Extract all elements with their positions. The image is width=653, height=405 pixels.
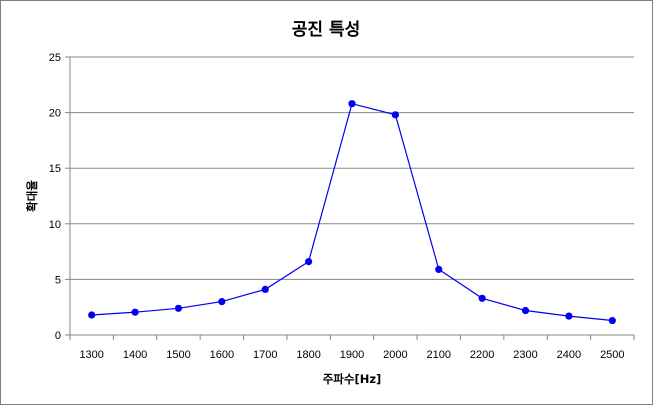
- grid-layer: [70, 56, 634, 280]
- data-point: [608, 316, 616, 325]
- x-tick-label: 1600: [210, 349, 234, 361]
- x-tick-label: 2200: [470, 349, 494, 361]
- x-tick-labels: 1300 1400 1500 1600 1700 1800 1900 2000 2100 2200…: [79, 349, 624, 361]
- series-layer: [88, 100, 616, 325]
- data-point: [391, 111, 399, 119]
- x-tick-label: 1900: [340, 349, 364, 361]
- x-tick-label: 2100: [427, 349, 451, 361]
- y-tick-label: 20: [49, 108, 61, 120]
- data-point: [88, 311, 96, 319]
- axis-layer: [65, 56, 635, 340]
- x-axis-label: 주파수[Hz]: [323, 372, 382, 386]
- x-tick-label: 1500: [166, 349, 190, 361]
- y-tick-label: 10: [49, 219, 61, 231]
- x-tick-label: 1400: [123, 349, 147, 361]
- data-point: [131, 308, 139, 316]
- data-point: [174, 304, 183, 312]
- y-tick-label: 15: [49, 163, 61, 175]
- data-point: [348, 100, 356, 108]
- x-tick-label: 1800: [296, 349, 320, 361]
- data-point: [521, 306, 530, 315]
- data-point: [435, 265, 443, 273]
- x-tick-label: 2300: [513, 349, 537, 361]
- y-axis-label: 확대율: [25, 180, 39, 212]
- chart-title: 공진 특성: [292, 20, 360, 40]
- x-tick-label: 2000: [383, 349, 407, 361]
- y-tick-labels: 0 5 10 15 20 25: [49, 52, 61, 342]
- data-point: [478, 294, 486, 302]
- data-point: [261, 285, 269, 294]
- y-tick-label: 25: [49, 52, 61, 64]
- x-tick-label: 1700: [253, 349, 277, 361]
- series-line: [91, 102, 613, 322]
- y-tick-label: 5: [55, 274, 61, 286]
- x-tick-label: 2500: [600, 349, 624, 361]
- data-point: [565, 312, 573, 320]
- data-point: [218, 298, 226, 306]
- x-tick-label: 1300: [79, 349, 103, 361]
- x-tick-label: 2400: [557, 349, 581, 361]
- y-tick-label: 0: [55, 330, 61, 342]
- data-point: [305, 258, 313, 266]
